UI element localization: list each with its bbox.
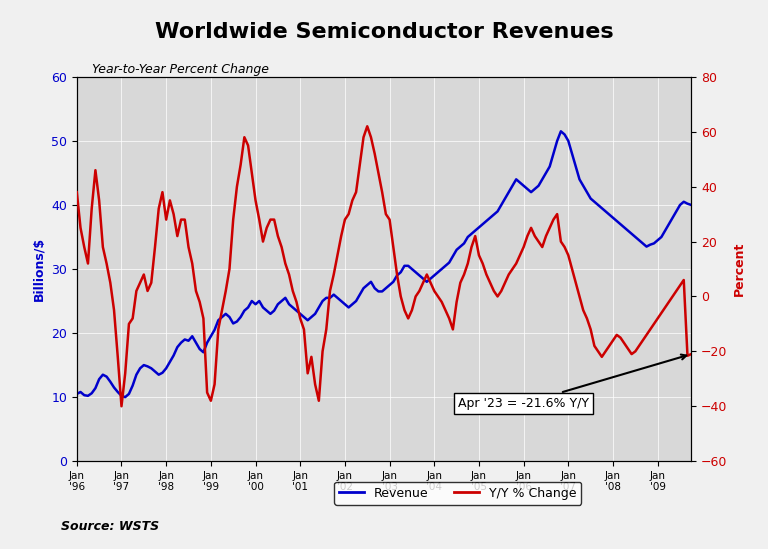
Y-axis label: Billions/$: Billions/$ xyxy=(32,237,45,301)
Text: Apr '23 = -21.6% Y/Y: Apr '23 = -21.6% Y/Y xyxy=(458,355,687,410)
Text: Worldwide Semiconductor Revenues: Worldwide Semiconductor Revenues xyxy=(154,22,614,42)
Y-axis label: Percent: Percent xyxy=(733,242,746,296)
Text: Source: WSTS: Source: WSTS xyxy=(61,519,160,533)
Text: Year-to-Year Percent Change: Year-to-Year Percent Change xyxy=(92,63,269,76)
Legend: Revenue, Y/Y % Change: Revenue, Y/Y % Change xyxy=(334,482,581,505)
